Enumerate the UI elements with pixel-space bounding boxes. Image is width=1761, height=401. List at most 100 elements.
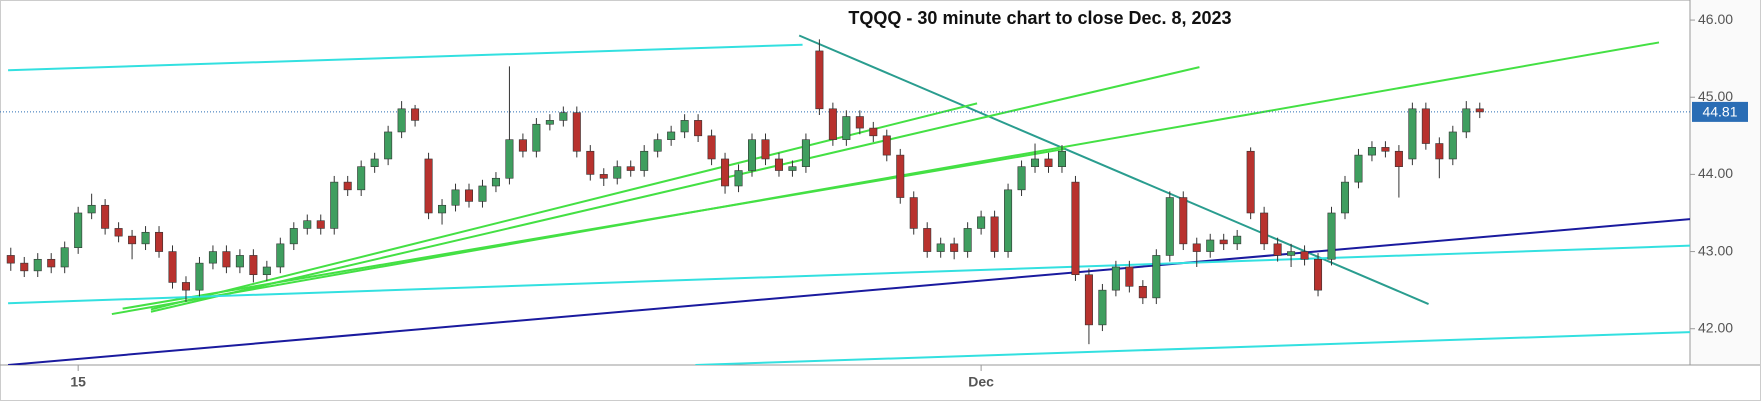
- candle-body: [1273, 243, 1282, 256]
- candle-body: [1300, 251, 1309, 260]
- trend-line: [8, 244, 1690, 305]
- candle-body: [1004, 189, 1013, 252]
- trend-line: [695, 331, 1690, 365]
- candle-body: [357, 166, 366, 191]
- candle-body: [208, 251, 217, 264]
- candle-body: [464, 189, 474, 202]
- candle-body: [478, 185, 487, 202]
- candle-body: [1233, 235, 1242, 245]
- candle-body: [505, 139, 514, 179]
- candle-body: [1327, 212, 1336, 260]
- candle-body: [195, 262, 204, 291]
- candle-body: [451, 189, 460, 206]
- candle-body: [1044, 158, 1053, 167]
- candle-body: [532, 123, 541, 152]
- candle-body: [518, 139, 527, 152]
- candle-body: [1084, 274, 1093, 326]
- candle-body: [788, 166, 797, 171]
- trend-line: [8, 43, 803, 72]
- candle-body: [1192, 243, 1201, 252]
- candle-body: [640, 150, 649, 171]
- candle-body: [1071, 181, 1080, 276]
- candle-body: [734, 170, 743, 187]
- candle-body: [909, 197, 918, 229]
- trend-line: [122, 147, 1065, 310]
- candle-body: [977, 216, 986, 229]
- candle-body: [626, 166, 635, 171]
- candle-body: [222, 251, 231, 268]
- candle-body: [276, 243, 285, 268]
- candle-body: [1111, 266, 1120, 291]
- candle-body: [411, 108, 420, 121]
- candle-body: [869, 127, 878, 137]
- candle-body: [1394, 150, 1403, 167]
- y-tick-label: 42.00: [1698, 319, 1733, 335]
- trend-line: [798, 34, 1429, 305]
- candle-body: [680, 120, 689, 133]
- candle-body: [47, 258, 56, 268]
- candle-body: [397, 108, 406, 133]
- candle-body: [1138, 285, 1147, 299]
- candle-body: [1098, 289, 1107, 326]
- candle-body: [963, 228, 972, 252]
- candle-body: [87, 204, 96, 214]
- candle-body: [1125, 266, 1134, 287]
- axis-panel: [1690, 0, 1760, 365]
- candle-body: [694, 120, 703, 137]
- candle-body: [1421, 108, 1430, 144]
- candle-body: [384, 131, 393, 160]
- candle-body: [249, 255, 258, 276]
- candle-body: [168, 251, 177, 283]
- candle-body: [60, 247, 69, 268]
- trend-line: [150, 66, 1200, 313]
- candle-body: [990, 216, 999, 252]
- candle-body: [842, 116, 851, 140]
- candle-body: [155, 231, 164, 252]
- candle-body: [572, 112, 581, 152]
- candle-body: [181, 282, 190, 291]
- candle-body: [1314, 258, 1323, 291]
- candle-body: [303, 220, 312, 229]
- x-tick-label: Dec: [968, 374, 994, 390]
- candle-body: [370, 158, 379, 167]
- candle-body: [936, 243, 945, 252]
- candle-body: [1219, 239, 1228, 245]
- candle-body: [1462, 108, 1471, 133]
- candle-body: [20, 262, 29, 272]
- candle-body: [1165, 197, 1174, 256]
- candle-body: [613, 166, 622, 179]
- candle-body: [141, 231, 150, 245]
- candle-body: [707, 135, 716, 160]
- candle-body: [1475, 108, 1484, 113]
- candle-body: [289, 228, 298, 245]
- candle-body: [828, 108, 837, 140]
- trend-line: [7, 218, 1690, 365]
- candle-body: [1408, 108, 1417, 160]
- candle-body: [1246, 150, 1255, 214]
- candle-body: [491, 177, 500, 187]
- candle-body: [316, 220, 325, 229]
- candle-body: [424, 158, 433, 214]
- candle-body: [1287, 251, 1296, 256]
- candle-body: [6, 255, 15, 264]
- y-tick-label: 44.00: [1698, 165, 1733, 181]
- x-tick-label: 15: [70, 374, 86, 390]
- candle-body: [330, 181, 339, 229]
- candle-body: [761, 139, 770, 160]
- last-price-label: 44.81: [1702, 104, 1737, 120]
- candle-body: [438, 204, 447, 214]
- candle-body: [343, 181, 352, 191]
- candle-body: [653, 139, 662, 152]
- candle-body: [101, 204, 110, 229]
- candle-body: [1206, 239, 1215, 252]
- candle-body: [599, 174, 608, 179]
- candle-body: [855, 116, 864, 129]
- candle-body: [923, 228, 932, 252]
- candle-body: [801, 139, 810, 167]
- plot: [0, 34, 1690, 365]
- candle-body: [882, 135, 891, 156]
- candle-body: [1260, 212, 1269, 245]
- candle-body: [1435, 143, 1444, 160]
